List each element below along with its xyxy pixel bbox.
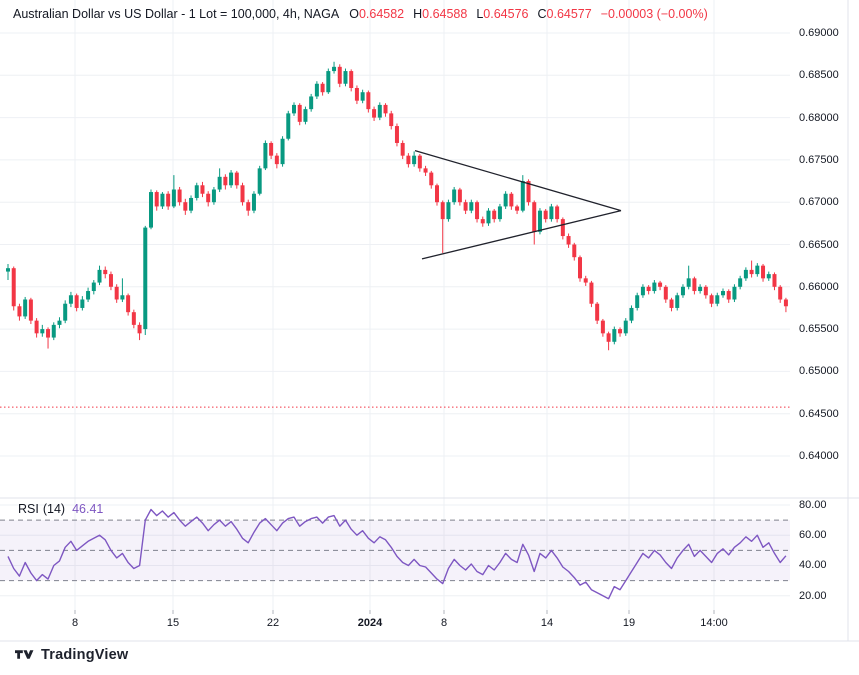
time-tick-label: 14 [540,617,554,629]
price-tick-label: 0.69000 [799,27,839,39]
ohlc-high: H0.64588 [413,7,468,21]
ohlc-low: L0.64576 [476,7,529,21]
triangle-pattern[interactable] [414,149,622,260]
price-tick-label: 0.64000 [799,450,839,462]
price-tick-label: 0.66500 [799,238,839,251]
price-tick-label: 0.64500 [799,407,839,420]
candles [6,61,788,351]
rsi-params: (14) [42,502,66,516]
time-tick-label: 8 [71,617,79,629]
tradingview-attribution[interactable]: TradingView [15,646,128,663]
time-tick-label: 2024 [357,617,383,629]
rsi-tick-label: 60.00 [799,529,827,542]
ohlc-close: C0.64577 [537,7,592,21]
rsi-band [0,519,790,582]
price-tick-label: 0.65000 [799,365,839,378]
rsi-tick-label: 80.00 [799,499,827,511]
rsi-name: RSI [18,502,39,516]
tradingview-logo-icon [15,650,34,659]
rsi-indicator-legend[interactable]: RSI (14) 46.41 [18,502,103,516]
time-tick-label: 19 [622,617,636,629]
price-tick-label: 0.67000 [799,196,839,209]
rsi-tick-label: 40.00 [799,559,827,572]
price-tick-label: 0.68000 [799,111,839,124]
price-change: −0.00003 (−0.00%) [600,7,708,21]
time-tick-label: 22 [266,617,280,629]
ohlc-open: O0.64582 [349,7,405,21]
time-tick-label: 15 [166,617,180,629]
rsi-line [7,508,787,600]
time-tick-label: 8 [440,617,448,629]
price-tick-label: 0.68500 [799,69,839,82]
tradingview-brand-text: TradingView [41,646,129,663]
price-tick-label: 0.67500 [799,153,839,166]
price-tick-label: 0.65500 [799,323,839,336]
symbol-title-row[interactable]: Australian Dollar vs US Dollar - 1 Lot =… [13,7,708,21]
symbol-title: Australian Dollar vs US Dollar - 1 Lot =… [13,7,340,21]
time-tick-label: 14:00 [700,617,728,629]
rsi-value: 46.41 [72,502,104,516]
price-tick-label: 0.66000 [799,280,839,293]
rsi-tick-label: 20.00 [799,589,827,602]
grid-lines [0,0,790,614]
